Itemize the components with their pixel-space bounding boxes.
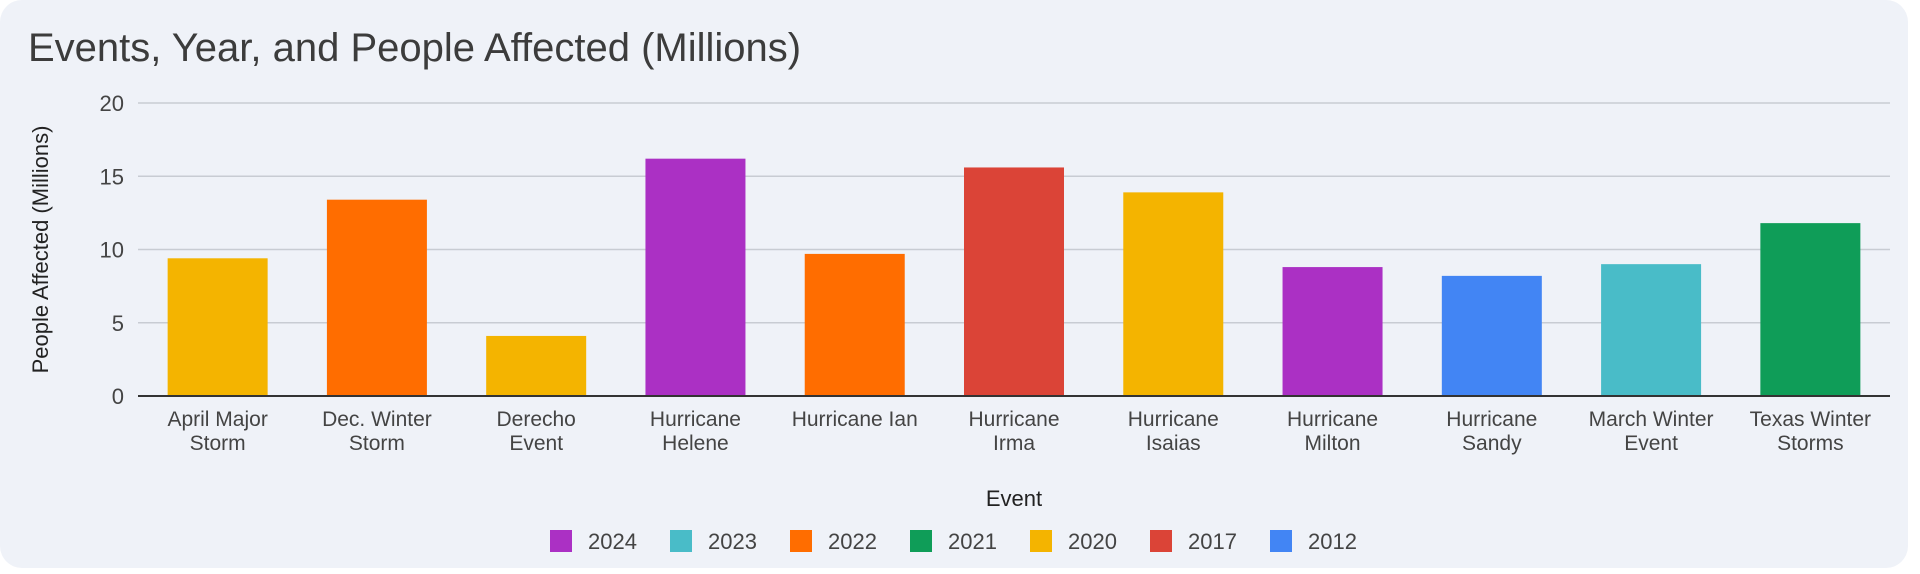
- bar: [804, 253, 905, 396]
- y-axis-title: People Affected (Millions): [28, 126, 53, 374]
- x-category-label-line: Helene: [662, 432, 729, 455]
- x-category-label-line: Irma: [993, 432, 1035, 455]
- legend-label: 2023: [708, 529, 757, 554]
- legend-label: 2022: [828, 529, 877, 554]
- x-category-label-line: Dec. Winter: [322, 408, 432, 431]
- x-category-label-line: Sandy: [1462, 432, 1522, 455]
- x-category-label: Hurricane Ian: [792, 408, 918, 431]
- legend-swatch: [1150, 530, 1172, 552]
- x-category-label: Hurricane Irma: [968, 408, 1059, 455]
- x-category-label: Dec. Winter Storm: [322, 408, 432, 455]
- x-category-label-line: Storms: [1777, 432, 1844, 455]
- bar: [645, 158, 746, 396]
- x-category-label-line: Event: [509, 432, 563, 455]
- y-tick-label: 15: [100, 164, 124, 189]
- x-category-label-line: March Winter: [1589, 408, 1714, 431]
- x-category-label: April Major Storm: [167, 408, 267, 455]
- y-tick-label: 0: [112, 384, 124, 409]
- x-category-label-line: Hurricane: [1128, 408, 1219, 431]
- x-category-label-line: Hurricane: [968, 408, 1059, 431]
- bar: [1123, 192, 1224, 396]
- bar: [486, 335, 587, 396]
- x-category-label-line: Event: [1624, 432, 1678, 455]
- legend-label: 2017: [1188, 529, 1237, 554]
- legend-swatch: [1030, 530, 1052, 552]
- legend-swatch: [550, 530, 572, 552]
- x-axis-title: Event: [986, 486, 1042, 511]
- x-category-label-line: Hurricane: [1446, 408, 1537, 431]
- legend-swatch: [790, 530, 812, 552]
- x-category-label-line: Hurricane: [1287, 408, 1378, 431]
- legend-label: 2024: [588, 529, 637, 554]
- legend-swatch: [910, 530, 932, 552]
- x-category-label-line: Storm: [349, 432, 405, 455]
- x-category-label-line: Storm: [190, 432, 246, 455]
- x-category-label: Texas Winter Storms: [1750, 408, 1871, 455]
- y-tick-label: 10: [100, 238, 124, 263]
- x-category-label: Hurricane Sandy: [1446, 408, 1537, 455]
- y-tick-label: 5: [112, 311, 124, 336]
- y-tick-labels: 0 5 10 15 20: [100, 91, 124, 409]
- x-category-label-line: Texas Winter: [1750, 408, 1871, 431]
- bar: [326, 199, 427, 396]
- bar: [1760, 223, 1861, 396]
- legend-swatch: [670, 530, 692, 552]
- x-category-label: Hurricane Helene: [650, 408, 741, 455]
- y-tick-label: 20: [100, 91, 124, 116]
- bars: [167, 158, 1861, 396]
- legend-label: 2020: [1068, 529, 1117, 554]
- x-category-label-line: Milton: [1305, 432, 1361, 455]
- legend-swatch: [1270, 530, 1292, 552]
- x-category-label-line: Derecho: [496, 408, 575, 431]
- bar: [167, 258, 268, 396]
- bar: [1441, 275, 1542, 396]
- x-category-label-line: Hurricane Ian: [792, 408, 918, 431]
- bar: [1601, 264, 1702, 396]
- legend: 2024 2023 2022 2021 2020 2017 2012: [550, 529, 1357, 554]
- x-category-label: March Winter Event: [1589, 408, 1714, 455]
- chart-title: Events, Year, and People Affected (Milli…: [28, 26, 802, 70]
- x-category-label: Hurricane Milton: [1287, 408, 1378, 455]
- x-category-label-line: Hurricane: [650, 408, 741, 431]
- legend-label: 2021: [948, 529, 997, 554]
- legend-label: 2012: [1308, 529, 1357, 554]
- bar: [1282, 267, 1383, 396]
- x-category-label-line: Isaias: [1146, 432, 1201, 455]
- x-category-label: Derecho Event: [496, 408, 575, 455]
- x-category-label: Hurricane Isaias: [1128, 408, 1219, 455]
- bar: [964, 167, 1064, 396]
- x-category-label-line: April Major: [167, 408, 267, 431]
